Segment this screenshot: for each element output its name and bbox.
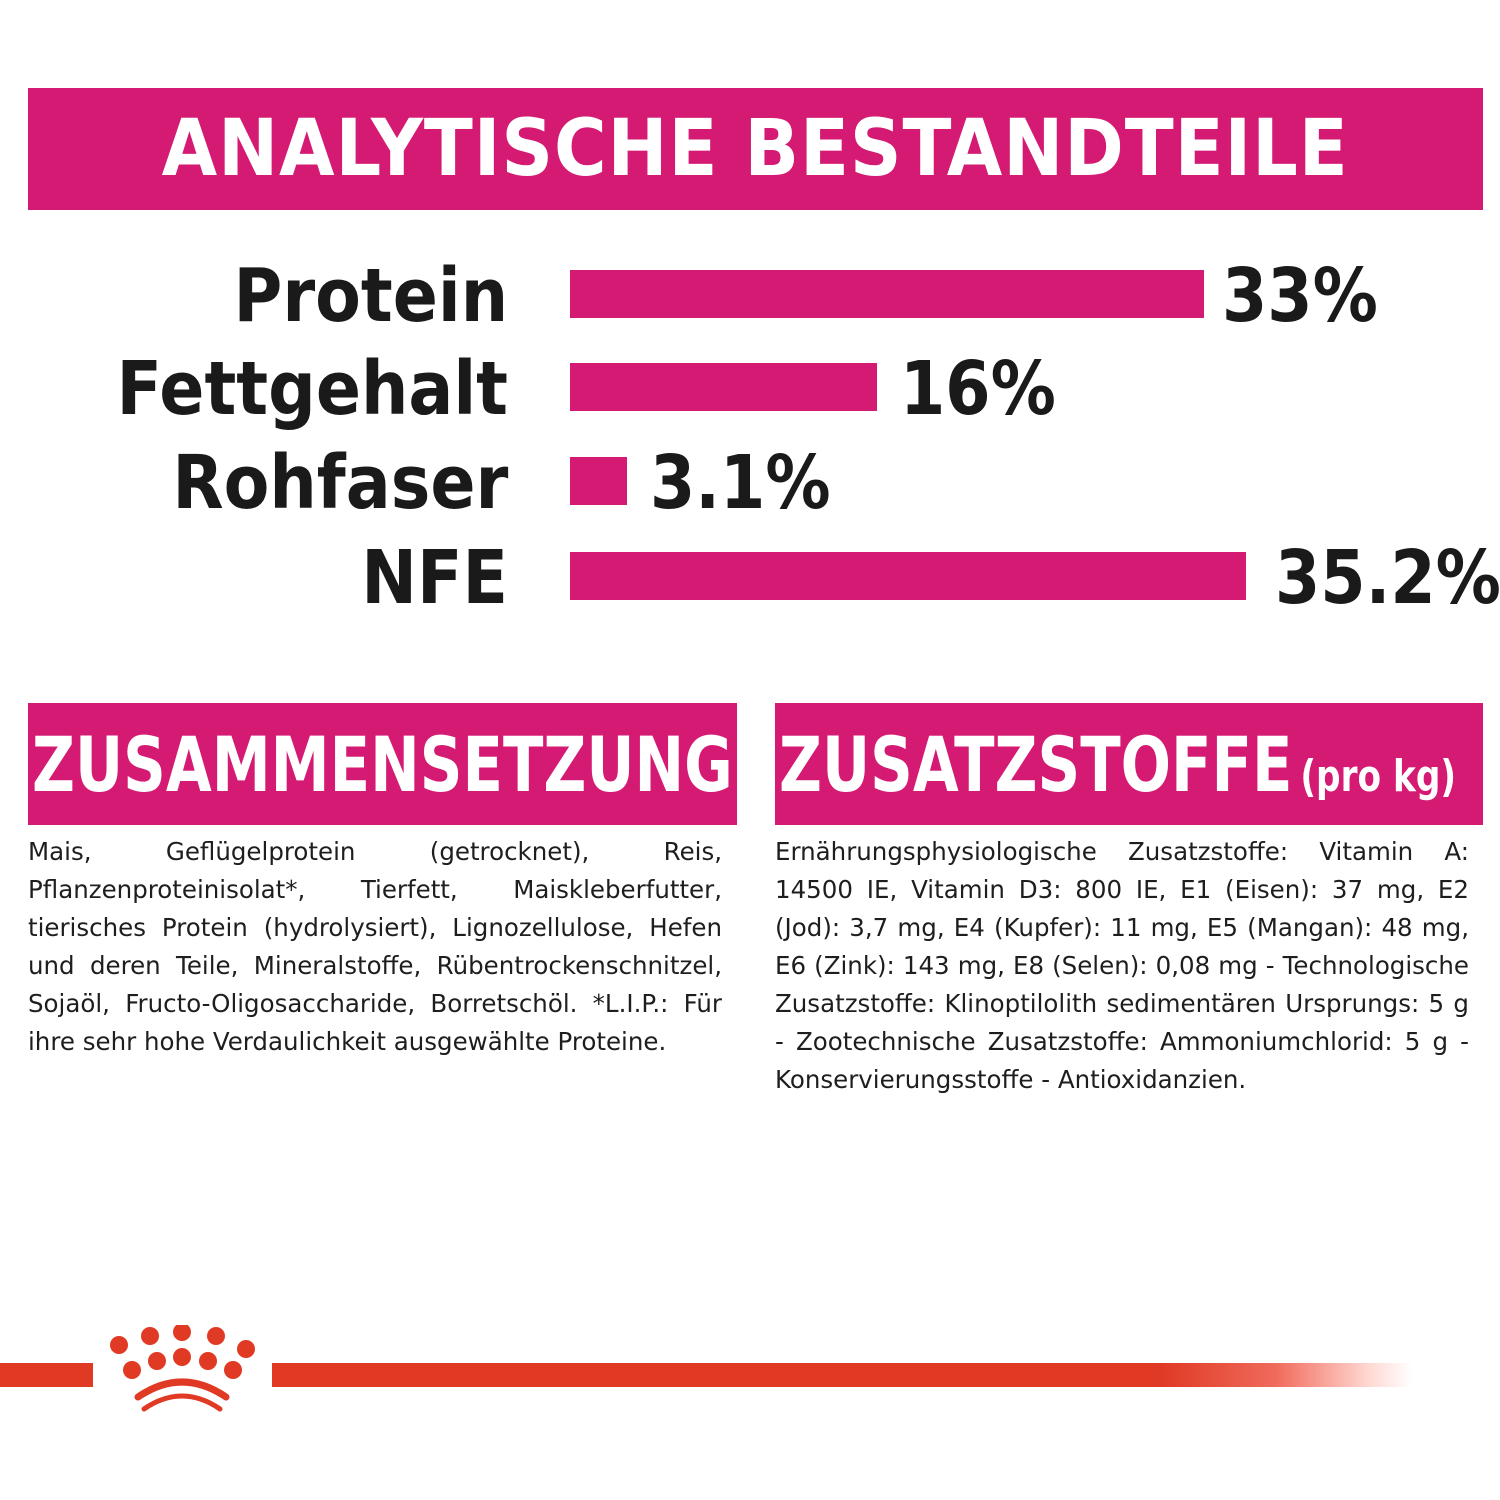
additives-text: Ernährungsphysiologische Zusatzstoffe: V…: [775, 837, 1469, 1094]
bar-value: 16%: [900, 346, 1056, 432]
nutrient-bar-chart: Protein 33% Fettgehalt 16% Rohfaser 3.1%…: [0, 0, 1500, 650]
bar-value: 3.1%: [650, 440, 831, 526]
royal-canin-crown-icon: [100, 1323, 265, 1425]
bar-value: 33%: [1222, 253, 1378, 339]
bar-rohfaser: [570, 457, 627, 505]
chart-row-nfe: NFE 35.2%: [0, 530, 1500, 626]
banner-title: ANALYTISCHE BESTANDTEILE: [161, 104, 1350, 194]
chart-row-protein: Protein 33%: [0, 248, 1500, 344]
chart-row-rohfaser: Rohfaser 3.1%: [0, 435, 1500, 531]
bar-fettgehalt: [570, 363, 877, 411]
bar-nfe: [570, 552, 1246, 600]
chart-row-fettgehalt: Fettgehalt 16%: [0, 341, 1500, 437]
bar-label: NFE: [361, 535, 508, 621]
composition-text: Mais, Geflügelprotein (getrocknet), Reis…: [28, 837, 722, 1056]
bar-label: Protein: [233, 253, 508, 339]
bar-protein: [570, 270, 1204, 318]
bar-label: Fettgehalt: [116, 346, 508, 432]
additives-title-suffix: (pro kg): [1300, 750, 1457, 802]
composition-header: ZUSAMMENSETZUNG: [28, 703, 737, 825]
composition-title: ZUSAMMENSETZUNG: [32, 719, 733, 809]
additives-header: ZUSATZSTOFFE (pro kg): [775, 703, 1483, 825]
bar-label: Rohfaser: [171, 440, 508, 526]
additives-title: ZUSATZSTOFFE: [779, 719, 1293, 809]
footer-line-left: [0, 1363, 93, 1387]
footer-line-right: [272, 1363, 1412, 1387]
analytical-constituents-banner: ANALYTISCHE BESTANDTEILE: [28, 88, 1483, 210]
bar-value: 35.2%: [1275, 535, 1500, 621]
